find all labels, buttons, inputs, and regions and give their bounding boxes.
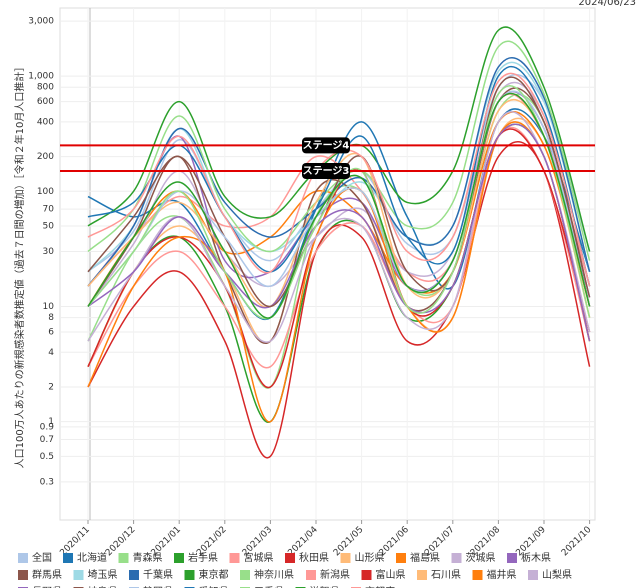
legend-label: 全国 [32,551,52,564]
y-tick-label: 800 [37,83,54,93]
legend-label: 福井県 [487,568,517,581]
y-tick-label: 0.5 [40,452,54,462]
legend-label: 静岡県 [143,585,173,588]
legend-swatch [240,570,250,580]
y-tick-label: 0.7 [40,435,54,445]
legend-label: 富山県 [376,568,406,581]
legend-label: 山梨県 [542,568,572,581]
y-axis-title: 人口100万人あたりの新規感染者数推定値（過去７日間の増加）［令和２年10月人口… [13,62,26,469]
stage-label: ステージ3 [303,165,350,177]
y-tick-label: 50 [43,221,55,231]
legend-label: 秋田県 [299,551,329,564]
legend-swatch [18,553,28,563]
series-line [87,126,591,369]
legend-label: 滋賀県 [310,585,340,588]
legend-swatch [472,570,483,580]
legend-swatch [129,570,139,580]
legend-swatch [229,553,240,563]
date: 2024/06/23 [578,0,636,8]
legend-label: 茨城県 [466,551,496,564]
legend-swatch [507,553,517,563]
series-line [87,123,591,342]
legend-label: 神奈川県 [254,568,294,581]
legend-label: 岩手県 [188,551,218,564]
legend-label: 山形県 [355,552,385,564]
y-tick-label: 100 [37,187,54,197]
legend-label: 長野県 [32,586,62,588]
series-line [87,92,591,319]
stage-label: ステージ4 [303,139,350,151]
legend-swatch [118,553,129,563]
y-tick-label: 200 [37,152,54,162]
legend-label: 埼玉県 [88,568,118,581]
legend-label: 愛知県 [199,585,229,588]
series-line [87,141,591,459]
legend-label: 京都府 [365,585,395,588]
legend-label: 岐阜県 [88,585,118,588]
legend-label: 三重県 [254,585,284,588]
legend-label: 北海道 [77,551,107,564]
y-tick-label: 1 [48,417,54,427]
legend-label: 栃木県 [521,551,551,564]
y-tick-label: 2 [48,382,54,392]
y-tick-label: 4 [48,348,54,358]
legend-swatch [174,553,184,563]
legend-label: 青森県 [133,551,163,564]
legend-swatch [63,553,73,563]
legend-label: 新潟県 [320,568,350,581]
legend-swatch [340,553,351,563]
legend-label: 群馬県 [32,568,62,581]
stage-label-bg [302,137,350,154]
y-tick-label: 30 [43,247,55,257]
legend-swatch [306,570,316,580]
legend-label: 宮城県 [244,551,274,564]
legend-swatch [73,570,84,580]
legend-label: 東京都 [199,568,229,581]
y-tick-label: 3,000 [28,17,54,27]
y-tick-label: 70 [43,205,55,215]
legend-swatch [285,553,295,563]
series-line [87,117,591,368]
y-tick-label: 10 [43,302,55,312]
y-tick-label: 8 [48,313,54,323]
legend-swatch [417,570,427,580]
legend-label: 福島県 [410,551,440,564]
y-tick-label: 600 [37,97,54,107]
y-tick-label: 1,000 [28,72,54,82]
legend-swatch [396,553,406,563]
legend-swatch [18,570,28,580]
series-line [87,72,591,287]
y-tick-label: 0.9 [40,422,55,432]
legend-label: 石川県 [431,569,461,581]
x-tick-label: 2021/10 [560,525,594,559]
y-tick-label: 0.3 [40,477,54,487]
stage-label-bg [302,162,350,179]
y-tick-label: 6 [48,328,54,338]
legend-swatch [528,570,538,580]
lines [87,26,591,459]
legend-swatch [361,570,372,580]
legend-label: 千葉県 [143,568,173,581]
y-tick-label: 400 [37,117,54,127]
legend-swatch [184,570,195,580]
series-line [87,76,591,308]
plot-frame [59,7,596,521]
legend-swatch [451,553,462,563]
